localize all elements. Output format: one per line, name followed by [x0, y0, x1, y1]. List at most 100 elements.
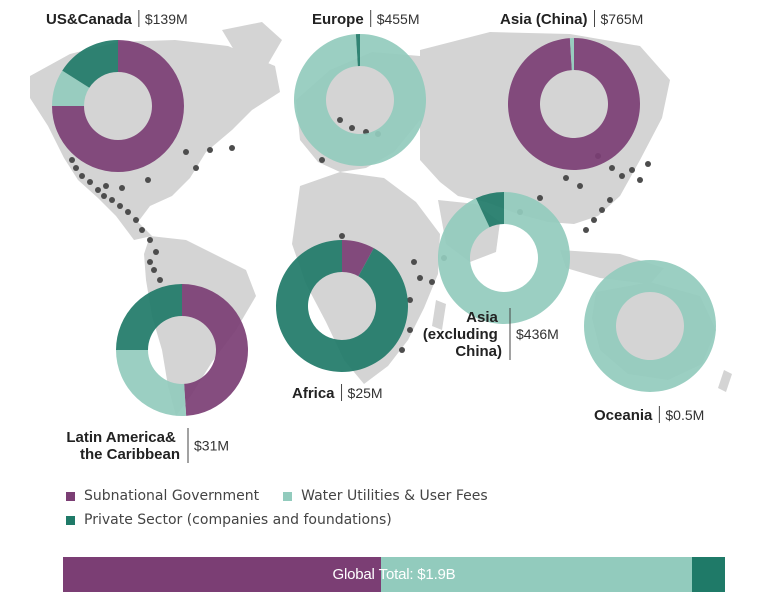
donut-oceania — [583, 260, 716, 392]
slice-africa-subnational — [342, 240, 374, 277]
city-dot — [95, 187, 101, 193]
global-bar-label: Global Total: $1.9B — [63, 557, 725, 592]
city-dot — [207, 147, 213, 153]
donut-us-canada — [52, 40, 184, 172]
legend-label-utilities: Water Utilities & User Fees — [301, 488, 488, 504]
city-dot — [417, 275, 423, 281]
region-name: Europe — [312, 11, 364, 28]
city-dot — [349, 125, 355, 131]
legend-item-subnational: Subnational Government — [66, 488, 259, 504]
city-dot — [407, 297, 413, 303]
city-dot — [563, 175, 569, 181]
legend-swatch-private — [66, 515, 75, 525]
slice-asia-china-utilities — [569, 38, 574, 71]
slice-us-canada-utilities — [52, 70, 90, 106]
global-bar-private — [691, 557, 725, 592]
region-amount: $25M — [348, 385, 383, 401]
city-dot — [319, 157, 325, 163]
slice-asia-excluding-china-utilities — [438, 192, 570, 324]
city-dots — [69, 117, 651, 353]
city-dot — [619, 173, 625, 179]
city-dot — [103, 183, 109, 189]
city-dot — [637, 177, 643, 183]
global-label-right: Total: $1.9B — [378, 566, 456, 583]
city-dot — [147, 237, 153, 243]
region-amount: $455M — [377, 11, 420, 27]
legend-label-subnational: Subnational Government — [84, 488, 260, 504]
city-dot — [337, 117, 343, 123]
city-dot — [399, 347, 405, 353]
region-name: US&Canada — [46, 11, 133, 28]
city-dot — [157, 277, 163, 283]
region-amount: $436M — [516, 326, 559, 342]
legend-item-utilities: Water Utilities & User Fees — [283, 488, 488, 504]
title-africa: Africa $25M — [292, 384, 383, 402]
title-asia-china: Asia (China) $765M — [500, 10, 643, 28]
legend-swatch-subnational — [66, 491, 75, 501]
legend: Subnational Government Water Utilities &… — [66, 484, 626, 532]
slice-latin-america-the-caribbean-private — [116, 284, 182, 350]
city-dot — [147, 259, 153, 265]
slice-oceania-utilities — [583, 260, 716, 392]
title-oceania: Oceania $0.5M — [594, 406, 704, 424]
city-dot — [577, 183, 583, 189]
city-dot — [133, 217, 139, 223]
city-dot — [645, 161, 651, 167]
city-dot — [125, 209, 131, 215]
region-amount: $31M — [194, 438, 229, 454]
city-dot — [153, 249, 159, 255]
global-label-left: Global — [332, 566, 375, 583]
slice-africa-private — [276, 239, 409, 372]
slice-asia-china-subnational — [508, 38, 640, 170]
city-dot — [607, 197, 613, 203]
global-bar-utilities — [380, 557, 692, 592]
city-dot — [151, 267, 157, 273]
city-dot — [101, 193, 107, 199]
city-dot — [139, 227, 145, 233]
slice-us-canada-private — [62, 40, 118, 88]
donut-africa — [276, 239, 409, 372]
city-dot — [229, 145, 235, 151]
region-name: Oceania — [594, 407, 653, 424]
region-name: Asia (excluding China) — [423, 309, 502, 360]
city-dot — [79, 173, 85, 179]
city-dot — [411, 259, 417, 265]
legend-label-private: Private Sector (companies and foundation… — [84, 512, 392, 528]
city-dot — [87, 179, 93, 185]
city-dot — [69, 157, 75, 163]
city-dot — [599, 207, 605, 213]
city-dot — [145, 177, 151, 183]
title-asia-excluding-china: Asia (excluding China) $436M — [423, 308, 559, 360]
city-dot — [117, 203, 123, 209]
slice-asia-excluding-china-private — [475, 192, 504, 228]
city-dot — [429, 279, 435, 285]
region-name: Asia (China) — [500, 11, 588, 28]
city-dot — [629, 167, 635, 173]
title-latin-america-the-caribbean: Latin America& the Caribbean $31M — [66, 428, 229, 463]
city-dot — [119, 185, 125, 191]
donut-asia-china — [508, 38, 640, 170]
city-dot — [183, 149, 189, 155]
city-dot — [609, 165, 615, 171]
slice-us-canada-subnational — [52, 40, 184, 172]
region-amount: $139M — [145, 11, 188, 27]
city-dot — [109, 197, 115, 203]
city-dot — [407, 327, 413, 333]
title-us-canada: US&Canada $139M — [46, 10, 188, 28]
city-dot — [591, 217, 597, 223]
legend-swatch-utilities — [283, 491, 293, 501]
slice-latin-america-the-caribbean-utilities — [116, 350, 187, 416]
city-dot — [537, 195, 543, 201]
region-amount: $765M — [601, 11, 644, 27]
city-dot — [73, 165, 79, 171]
region-amount: $0.5M — [665, 407, 704, 423]
donut-asia-excluding-china — [438, 192, 570, 324]
global-bar-subnational — [63, 557, 381, 592]
title-europe: Europe $455M — [312, 10, 420, 28]
slice-latin-america-the-caribbean-subnational — [182, 284, 248, 416]
city-dot — [583, 227, 589, 233]
slice-europe-private — [355, 34, 360, 67]
region-name: Africa — [292, 385, 335, 402]
slice-europe-utilities — [294, 34, 427, 167]
